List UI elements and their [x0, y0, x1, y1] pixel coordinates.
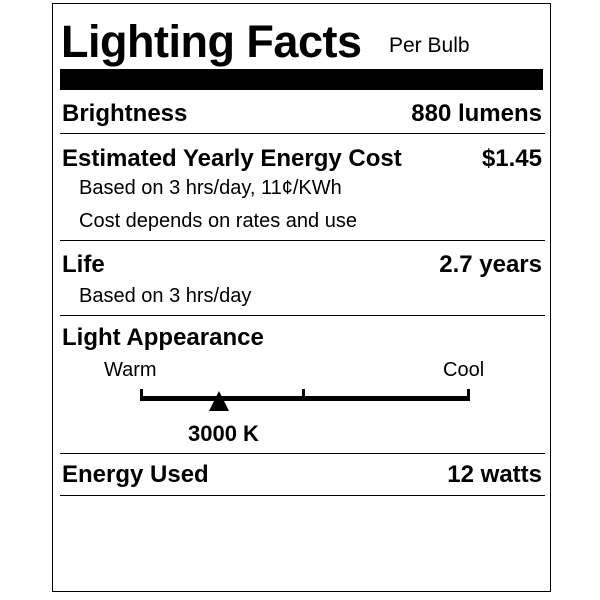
color-temperature-value: 3000 K [188, 421, 259, 446]
energy-cost-row: Estimated Yearly Energy Cost $1.45 [62, 145, 542, 173]
brightness-label: Brightness [62, 100, 188, 127]
life-label: Life [62, 251, 105, 278]
label-subtitle: Per Bulb [389, 34, 470, 57]
divider [60, 495, 545, 496]
divider [60, 453, 545, 454]
temperature-marker-icon [209, 391, 230, 411]
light-appearance-row: Light Appearance [62, 324, 542, 352]
warm-label: Warm [104, 359, 157, 381]
scale-tick [302, 389, 305, 401]
divider [60, 240, 545, 241]
color-temperature-scale [140, 396, 470, 401]
cool-label: Cool [443, 359, 485, 381]
energy-cost-note: Cost depends on rates and use [79, 210, 357, 232]
energy-cost-label: Estimated Yearly Energy Cost [62, 145, 402, 172]
energy-used-label: Energy Used [62, 461, 209, 488]
brightness-value: 880 lumens [411, 100, 542, 127]
scale-tick [467, 389, 470, 401]
energy-used-row: Energy Used 12 watts [62, 461, 542, 489]
life-row: Life 2.7 years [62, 251, 542, 279]
energy-cost-note: Based on 3 hrs/day, 11¢/KWh [79, 177, 342, 199]
scale-tick [140, 389, 143, 401]
header-bar [60, 69, 543, 90]
energy-cost-value: $1.45 [481, 145, 542, 172]
life-note: Based on 3 hrs/day [79, 285, 252, 307]
label-title: Lighting Facts [61, 16, 362, 67]
divider [60, 315, 545, 316]
divider [60, 133, 545, 134]
life-value: 2.7 years [439, 251, 542, 278]
brightness-row: Brightness 880 lumens [62, 100, 542, 128]
lighting-facts-label: Lighting Facts Per Bulb Brightness 880 l… [52, 3, 551, 592]
light-appearance-label: Light Appearance [62, 324, 264, 351]
energy-used-value: 12 watts [447, 461, 542, 488]
